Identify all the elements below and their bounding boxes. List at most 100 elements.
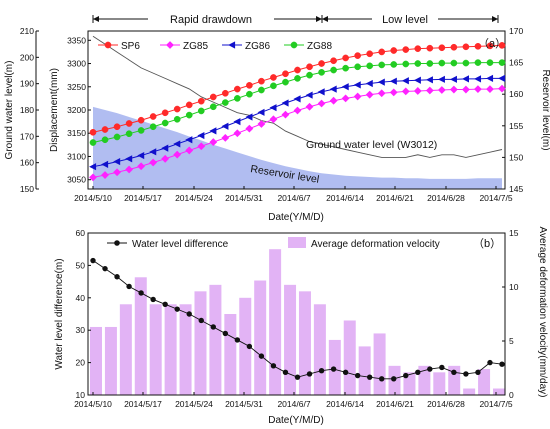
point-zg86 [474, 75, 482, 83]
y-tick-label-disp: 3050 [67, 175, 86, 185]
point-zg85 [474, 85, 482, 93]
phase-label-bg [372, 10, 438, 24]
point-zg88 [414, 60, 422, 67]
point-zg85 [365, 90, 374, 99]
point-sp6 [330, 57, 337, 65]
point-zg88 [486, 59, 494, 66]
point-sp6 [390, 47, 398, 54]
point-zg86 [245, 113, 253, 121]
point-zg85 [149, 158, 158, 167]
velocity-bar [239, 297, 252, 395]
point-zg86 [341, 83, 349, 91]
point-sp6 [474, 42, 482, 50]
panel-label-a: （a） [478, 37, 506, 50]
point-sp6 [197, 97, 205, 105]
water-level-diff-point [114, 274, 120, 280]
x-tick-label-b: 2014/5/17 [124, 399, 162, 409]
point-zg86 [498, 74, 506, 82]
y-axis-label-vel: Average deformation velocity(mm/day) [537, 227, 548, 398]
point-sp6 [426, 44, 434, 52]
y-axis-label-disp: Displacement(mm) [49, 68, 60, 152]
point-sp6 [137, 116, 145, 124]
legend-label-zg88: ZG88 [307, 41, 332, 52]
point-zg86 [185, 136, 193, 144]
water-level-diff-point [138, 290, 144, 296]
y-tick-label-res: 165 [509, 58, 523, 68]
y-tick-label-gw: 160 [20, 158, 34, 168]
x-tick-label-b: 2014/7/5 [479, 399, 512, 409]
legend-marker-zg85 [166, 41, 174, 49]
panel-label-b: （b） [473, 237, 501, 250]
legend-marker-wl [114, 240, 120, 246]
point-sp6 [282, 70, 289, 78]
point-sp6 [258, 77, 265, 85]
x-tick-label-a: 2014/5/10 [74, 193, 112, 203]
y-axis-label-wl: Water level difference(m) [54, 258, 65, 369]
point-sp6 [234, 85, 241, 93]
y-tick-label-disp: 3300 [67, 59, 86, 69]
point-zg85 [377, 89, 386, 98]
point-zg85 [173, 150, 182, 159]
water-level-diff-point [102, 265, 108, 272]
point-sp6 [486, 42, 494, 50]
water-level-diff-point [379, 376, 385, 382]
point-zg85 [293, 106, 302, 115]
x-tick-label-a: 2014/6/7 [277, 193, 310, 203]
point-sp6 [161, 109, 169, 117]
point-sp6 [101, 126, 109, 133]
legend-label-sp6: SP6 [121, 41, 140, 52]
water-level-diff-point [475, 369, 481, 376]
point-sp6 [221, 89, 229, 97]
point-sp6 [414, 45, 422, 53]
point-zg86 [486, 74, 494, 82]
water-level-diff-point [210, 324, 216, 330]
point-zg85 [245, 124, 254, 133]
point-zg86 [233, 118, 241, 126]
point-zg86 [293, 95, 301, 103]
legend-marker-zg86 [228, 41, 236, 49]
point-zg88 [221, 99, 229, 106]
point-zg88 [125, 130, 133, 138]
y-tick-label-res: 160 [509, 89, 523, 99]
point-sp6 [342, 54, 349, 62]
point-sp6 [173, 105, 181, 113]
x-tick-label-b: 2014/5/24 [175, 399, 213, 409]
point-zg85 [486, 85, 494, 93]
y-tick-label-vel: 5 [509, 336, 514, 346]
point-zg86 [305, 91, 313, 99]
water-level-diff-point [222, 330, 229, 337]
y-tick-label-disp: 3100 [67, 151, 86, 161]
point-zg85 [329, 96, 338, 105]
point-zg85 [269, 115, 278, 124]
point-zg85 [257, 120, 266, 128]
velocity-bar [284, 284, 297, 395]
y-tick-label-res: 170 [509, 26, 523, 36]
point-sp6 [185, 101, 193, 109]
point-sp6 [498, 42, 506, 49]
point-zg86 [413, 76, 421, 84]
point-zg88 [294, 75, 301, 82]
x-tick-label-b: 2014/6/7 [277, 399, 310, 409]
water-level-diff-point [174, 306, 180, 312]
point-zg86 [161, 144, 169, 152]
point-zg86 [89, 163, 97, 171]
water-level-diff-point [270, 363, 277, 369]
point-zg85 [498, 84, 506, 93]
x-tick-label-a: 2014/5/17 [124, 193, 162, 203]
y-tick-label-gw: 180 [20, 105, 34, 115]
point-zg85 [389, 88, 398, 97]
water-level-diff-point [294, 374, 301, 380]
point-zg86 [365, 79, 373, 88]
point-zg88 [173, 115, 181, 123]
legend-label-wl: Water level difference [132, 239, 229, 250]
point-zg85 [413, 87, 422, 95]
point-zg85 [221, 133, 230, 142]
legend-marker-sp6 [104, 41, 112, 49]
point-zg88 [378, 61, 386, 69]
water-level-diff-point [282, 369, 289, 376]
point-zg86 [137, 151, 145, 160]
velocity-bar [313, 304, 326, 395]
y-tick-label-gw: 190 [20, 79, 34, 89]
point-zg85 [101, 171, 109, 179]
point-sp6 [209, 93, 217, 101]
